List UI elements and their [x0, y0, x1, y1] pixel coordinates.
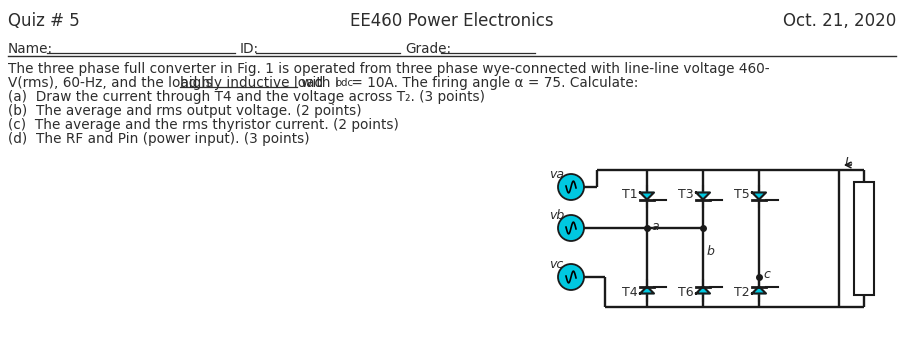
Text: a: a — [650, 220, 658, 233]
Polygon shape — [751, 287, 765, 293]
Text: The three phase full converter in Fig. 1 is operated from three phase wye-connec: The three phase full converter in Fig. 1… — [8, 62, 768, 76]
Text: T6: T6 — [677, 286, 694, 299]
Text: vb: vb — [548, 209, 563, 222]
Text: with I: with I — [296, 76, 338, 90]
Text: ID:: ID: — [239, 42, 259, 56]
Text: T3: T3 — [677, 187, 694, 201]
Text: (d)  The RF and Pin (power input). (3 points): (d) The RF and Pin (power input). (3 poi… — [8, 132, 310, 146]
Polygon shape — [639, 287, 653, 293]
Text: Oct. 21, 2020: Oct. 21, 2020 — [782, 12, 895, 30]
Polygon shape — [751, 193, 765, 200]
Polygon shape — [695, 287, 709, 293]
Circle shape — [557, 174, 583, 200]
Text: EE460 Power Electronics: EE460 Power Electronics — [349, 12, 554, 30]
Text: Name:: Name: — [8, 42, 53, 56]
Polygon shape — [639, 193, 653, 200]
Polygon shape — [695, 193, 709, 200]
Text: vc: vc — [548, 258, 563, 271]
Text: (c)  The average and the rms thyristor current. (2 points): (c) The average and the rms thyristor cu… — [8, 118, 398, 132]
Circle shape — [557, 215, 583, 241]
Bar — [853, 182, 873, 295]
Text: = 10A. The firing angle α = 75. Calculate:: = 10A. The firing angle α = 75. Calculat… — [347, 76, 638, 90]
Text: Iₒ: Iₒ — [844, 156, 853, 169]
Circle shape — [557, 264, 583, 290]
Text: odc: odc — [335, 78, 353, 88]
Text: T2: T2 — [733, 286, 749, 299]
Text: c: c — [762, 268, 769, 281]
Text: T4: T4 — [621, 286, 638, 299]
Text: highly inductive load: highly inductive load — [180, 76, 322, 90]
Text: (a)  Draw the current through T4 and the voltage across T₂. (3 points): (a) Draw the current through T4 and the … — [8, 90, 485, 104]
Text: Quiz # 5: Quiz # 5 — [8, 12, 79, 30]
Text: b: b — [706, 245, 714, 258]
Text: T5: T5 — [733, 187, 749, 201]
Text: T1: T1 — [621, 187, 638, 201]
Text: va: va — [548, 168, 563, 181]
Text: V(rms), 60-Hz, and the load is: V(rms), 60-Hz, and the load is — [8, 76, 217, 90]
Text: (b)  The average and rms output voltage. (2 points): (b) The average and rms output voltage. … — [8, 104, 361, 118]
Text: Grade:: Grade: — [405, 42, 451, 56]
